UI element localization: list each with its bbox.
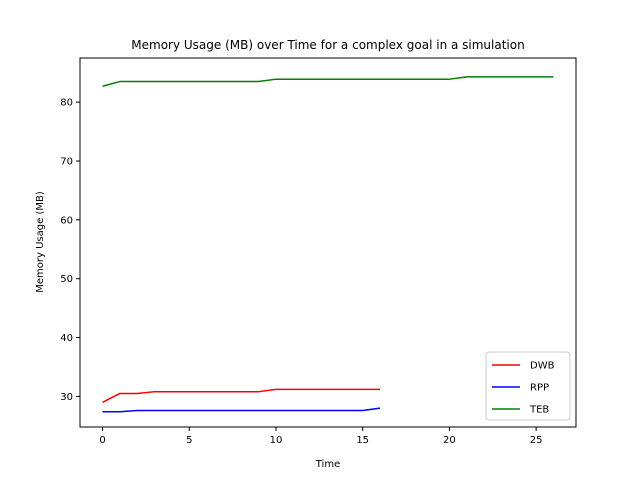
x-axis: 0 5 10 15 20 25 bbox=[99, 427, 542, 446]
legend-box bbox=[485, 351, 571, 421]
x-axis-title: Time bbox=[315, 459, 340, 470]
plot-area: 0 5 10 15 20 25 30 40 50 60 70 80 bbox=[60, 57, 577, 446]
x-tick-label: 5 bbox=[186, 435, 192, 446]
x-tick-label: 0 bbox=[99, 435, 105, 446]
y-tick-label: 60 bbox=[60, 215, 73, 226]
chart-title: Memory Usage (MB) over Time for a comple… bbox=[131, 38, 524, 52]
y-axis-title: Memory Usage (MB) bbox=[35, 191, 46, 293]
y-tick-label: 40 bbox=[60, 333, 73, 344]
legend: DWB RPP TEB bbox=[485, 351, 571, 421]
y-tick-label: 50 bbox=[60, 274, 73, 285]
series-line-rpp bbox=[102, 407, 381, 413]
y-axis: 30 40 50 60 70 80 bbox=[60, 98, 80, 403]
x-tick-label: 20 bbox=[443, 435, 456, 446]
legend-label-dwb: DWB bbox=[530, 361, 555, 372]
x-tick-label: 25 bbox=[530, 435, 543, 446]
legend-label-rpp: RPP bbox=[530, 383, 549, 394]
y-tick-label: 30 bbox=[60, 392, 73, 403]
legend-label-teb: TEB bbox=[529, 405, 549, 416]
y-tick-label: 80 bbox=[60, 98, 73, 109]
x-tick-label: 15 bbox=[356, 435, 369, 446]
series-line-dwb bbox=[102, 388, 381, 403]
y-tick-label: 70 bbox=[60, 156, 73, 167]
series-lines bbox=[102, 76, 554, 413]
x-tick-label: 10 bbox=[270, 435, 283, 446]
series-line-teb bbox=[102, 76, 554, 87]
axes-frame bbox=[79, 57, 577, 428]
